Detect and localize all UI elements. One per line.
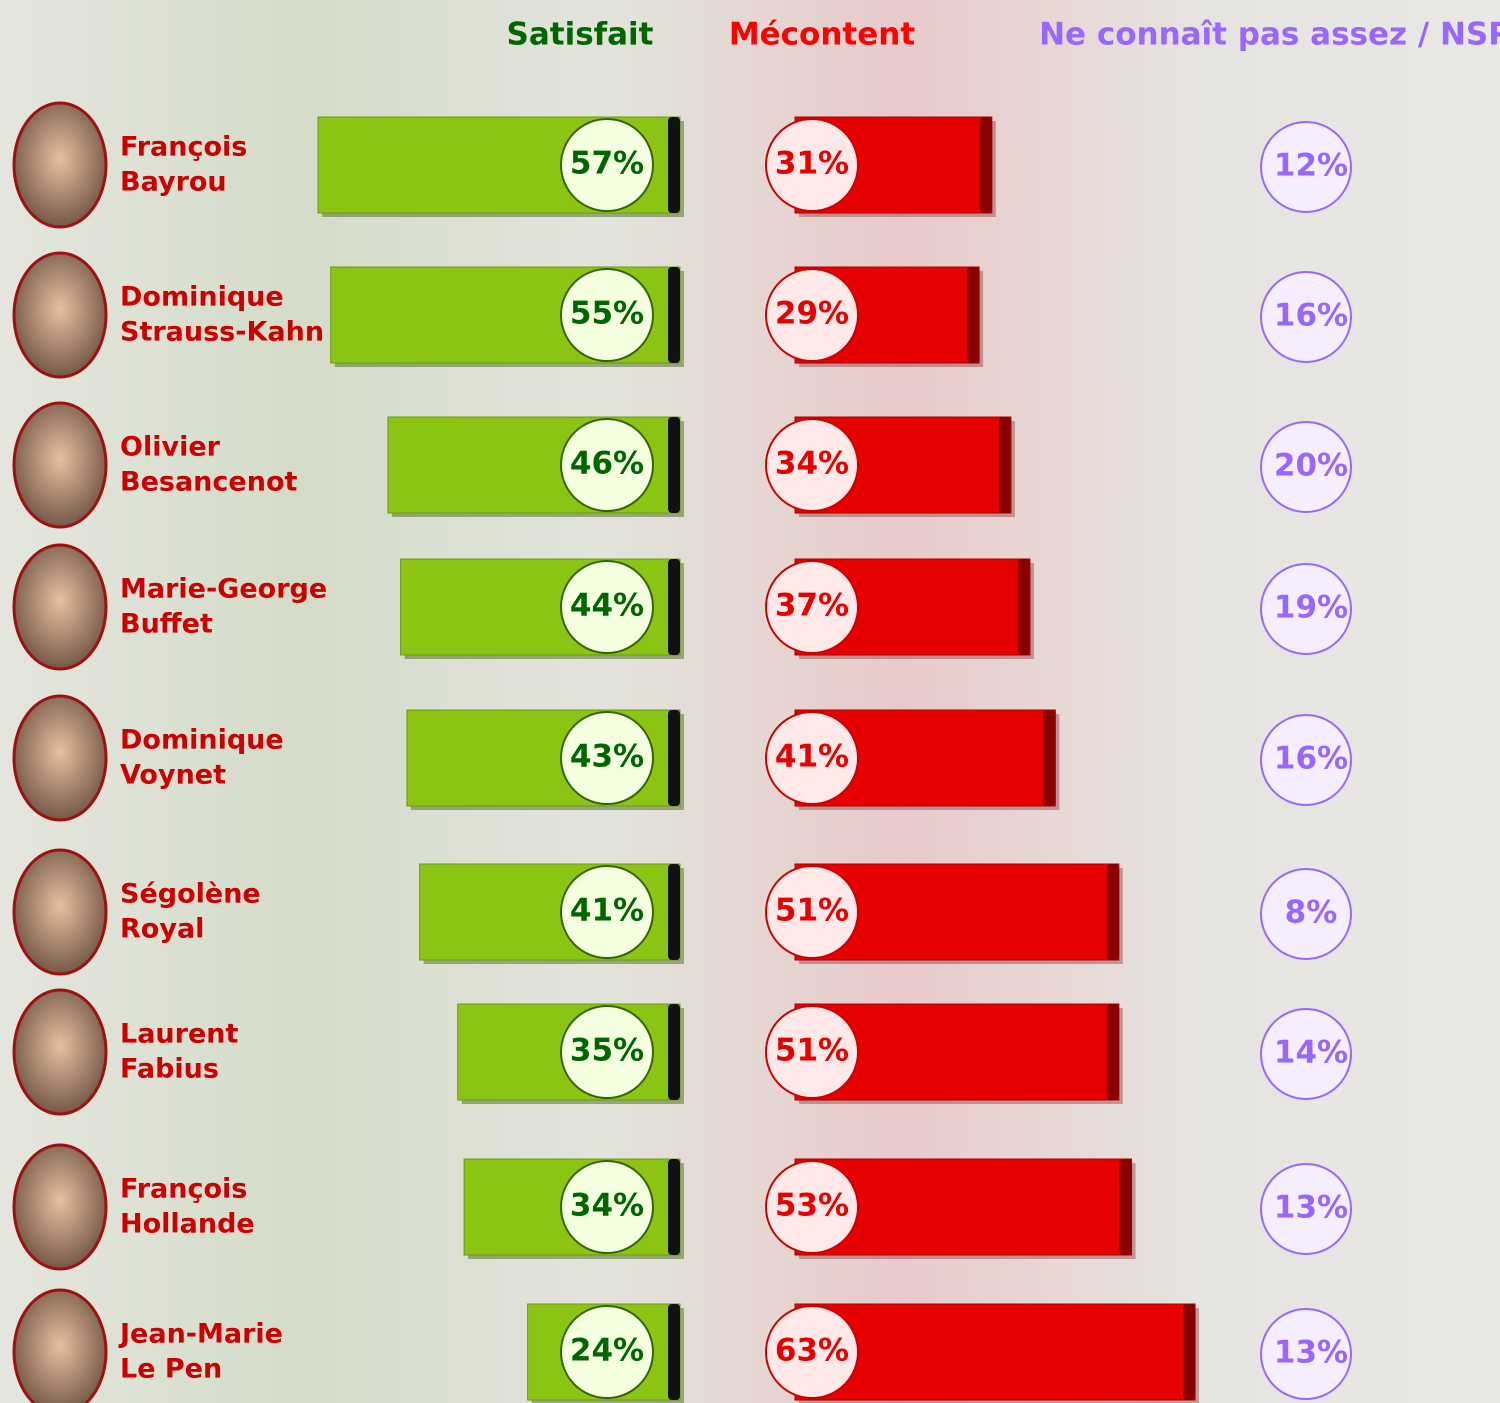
bar-cap: [1107, 864, 1119, 960]
bar-cap: [668, 864, 680, 960]
value-label: 57%: [570, 146, 644, 182]
value-label: 20%: [1274, 448, 1348, 484]
portrait: [14, 103, 106, 227]
bar-cap: [668, 267, 680, 363]
value-label: 13%: [1274, 1335, 1348, 1371]
value-label: 41%: [775, 739, 849, 775]
portrait: [14, 1290, 106, 1403]
value-label: 19%: [1274, 590, 1348, 626]
value-label: 16%: [1274, 298, 1348, 334]
value-label: 51%: [775, 1033, 849, 1069]
bar-cap: [668, 1304, 680, 1400]
value-label: 35%: [570, 1033, 644, 1069]
value-label: 41%: [570, 893, 644, 929]
candidate-name: Voynet: [120, 760, 226, 791]
bar-cap: [1043, 710, 1055, 806]
bar-cap: [999, 417, 1011, 513]
value-label: 53%: [775, 1188, 849, 1224]
value-label: 34%: [775, 446, 849, 482]
bar-cap: [668, 117, 680, 213]
bar-cap: [967, 267, 979, 363]
candidate-name: Jean-Marie: [118, 1319, 283, 1350]
candidate-name: Hollande: [120, 1209, 255, 1240]
portrait: [14, 1145, 106, 1269]
value-label: 8%: [1285, 895, 1338, 931]
bar-cap: [1107, 1004, 1119, 1100]
candidate-name: Royal: [120, 914, 204, 945]
candidate-name: François: [120, 1174, 247, 1205]
candidate-name: Marie-George: [120, 574, 327, 605]
value-label: 55%: [570, 296, 644, 332]
value-label: 51%: [775, 893, 849, 929]
bar-cap: [668, 1159, 680, 1255]
series-header: Satisfait: [507, 17, 654, 53]
value-label: 12%: [1274, 148, 1348, 184]
value-label: 37%: [775, 588, 849, 624]
bar-cap: [668, 1004, 680, 1100]
bar-cap: [1018, 559, 1030, 655]
candidate-name: François: [120, 132, 247, 163]
candidate-name: Fabius: [120, 1054, 219, 1085]
portrait: [14, 696, 106, 820]
candidate-name: Le Pen: [120, 1354, 222, 1385]
candidate-name: Ségolène: [120, 879, 261, 910]
value-label: 16%: [1274, 741, 1348, 777]
candidate-name: Bayrou: [120, 167, 227, 198]
bar-cap: [1120, 1159, 1132, 1255]
candidate-name: Dominique: [120, 725, 284, 756]
candidate-name: Besancenot: [120, 467, 297, 498]
candidate-name: Dominique: [120, 282, 284, 313]
value-label: 63%: [775, 1333, 849, 1369]
portrait: [14, 253, 106, 377]
value-label: 31%: [775, 146, 849, 182]
bar-cap: [1183, 1304, 1195, 1400]
bar-cap: [668, 417, 680, 513]
value-label: 13%: [1274, 1190, 1348, 1226]
value-label: 46%: [570, 446, 644, 482]
series-header: Mécontent: [729, 17, 916, 53]
portrait: [14, 990, 106, 1114]
candidate-name: Strauss-Kahn: [120, 317, 324, 348]
candidate-name: Laurent: [120, 1019, 238, 1050]
value-label: 24%: [570, 1333, 644, 1369]
portrait: [14, 850, 106, 974]
portrait: [14, 545, 106, 669]
bar-cap: [980, 117, 992, 213]
value-label: 29%: [775, 296, 849, 332]
bar-cap: [668, 559, 680, 655]
series-header: Ne connaît pas assez / NSP: [1039, 17, 1500, 53]
value-label: 34%: [570, 1188, 644, 1224]
value-label: 43%: [570, 739, 644, 775]
chart: Satisfait Mécontent Ne connaît pas assez /…: [0, 0, 1500, 1403]
candidate-name: Buffet: [120, 609, 213, 640]
value-label: 14%: [1274, 1035, 1348, 1071]
bar-cap: [668, 710, 680, 806]
value-label: 44%: [570, 588, 644, 624]
portrait: [14, 403, 106, 527]
candidate-name: Olivier: [120, 432, 221, 463]
